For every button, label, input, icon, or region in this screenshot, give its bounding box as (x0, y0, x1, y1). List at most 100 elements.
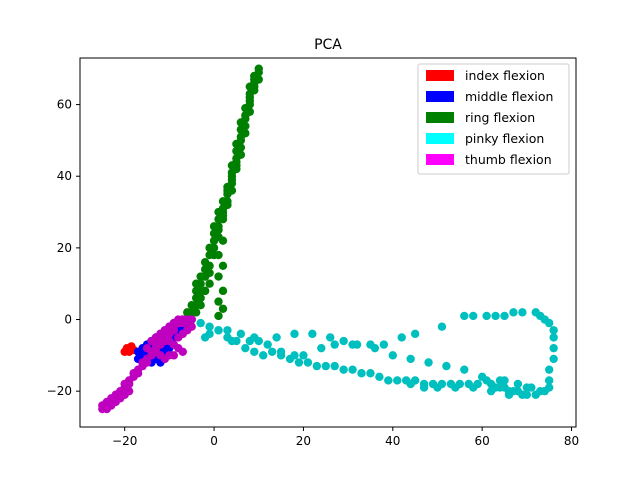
data-point (236, 329, 246, 339)
x-axis: −20 0 20 40 60 80 (112, 427, 579, 448)
data-point (294, 358, 304, 367)
data-point (339, 336, 348, 346)
data-point (245, 336, 254, 346)
data-point (254, 336, 263, 346)
x-tick-label: 60 (475, 434, 490, 448)
data-point (214, 326, 223, 335)
data-point (196, 293, 205, 303)
data-point (263, 340, 272, 349)
data-point (482, 311, 491, 321)
y-tick-label: 20 (57, 241, 72, 255)
data-point (522, 383, 532, 392)
legend-swatch (426, 112, 454, 123)
data-point (406, 354, 415, 364)
data-point (191, 279, 201, 288)
data-point (500, 376, 509, 385)
data-point (241, 129, 250, 138)
data-point (460, 365, 469, 374)
data-point (460, 311, 469, 321)
data-point (218, 304, 228, 313)
data-point (357, 369, 366, 378)
data-point (205, 322, 214, 331)
data-point (330, 361, 339, 371)
data-point (513, 379, 523, 389)
data-point (250, 347, 259, 356)
data-point (549, 343, 558, 353)
data-point (227, 179, 237, 188)
data-point (187, 322, 196, 331)
data-point (491, 311, 500, 321)
data-point (227, 172, 237, 181)
data-point (544, 365, 554, 374)
data-point (214, 297, 223, 306)
legend-label: ring flexion (465, 110, 535, 125)
data-point (477, 372, 487, 382)
y-tick-label: 0 (64, 313, 72, 327)
legend-item: pinky flexion (426, 131, 544, 146)
data-point (370, 343, 380, 353)
legend-label: pinky flexion (465, 131, 544, 146)
data-point (388, 351, 397, 360)
legend-item: middle flexion (426, 89, 553, 104)
data-point (469, 383, 478, 392)
x-tick-label: 0 (210, 434, 218, 448)
data-point (339, 365, 348, 374)
data-point (397, 333, 406, 342)
data-point (218, 236, 228, 245)
data-point (187, 308, 196, 317)
legend-box (417, 63, 570, 175)
data-point (169, 351, 179, 360)
data-point (254, 75, 263, 84)
data-point (196, 318, 205, 328)
x-tick-label: −20 (112, 434, 137, 448)
data-point (151, 340, 161, 349)
data-point (352, 340, 362, 349)
data-point (196, 286, 205, 296)
data-point (518, 308, 527, 317)
data-point (178, 347, 187, 356)
series-ring-flexion (178, 64, 263, 328)
legend-swatch (426, 91, 454, 102)
data-point (214, 222, 223, 231)
data-point (223, 200, 232, 210)
data-point (214, 250, 223, 260)
data-point (290, 329, 299, 339)
legend-label: thumb flexion (465, 152, 552, 167)
data-point (200, 333, 210, 342)
data-point (406, 379, 415, 389)
data-point (330, 340, 339, 349)
data-point (366, 369, 375, 378)
data-point (419, 383, 429, 392)
legend-label: middle flexion (465, 89, 553, 104)
data-point (299, 351, 308, 360)
data-point (549, 333, 558, 342)
y-axis: −20 0 20 40 60 (47, 98, 80, 398)
data-point (290, 351, 299, 360)
y-tick-label: 60 (57, 98, 72, 112)
data-point (259, 351, 268, 360)
data-point (433, 383, 442, 392)
legend-swatch (426, 154, 454, 165)
data-point (536, 386, 545, 396)
data-point (124, 386, 134, 396)
x-tick-label: 80 (564, 434, 579, 448)
legend-item: ring flexion (426, 110, 535, 125)
y-tick-label: 40 (57, 169, 72, 183)
series-thumb-flexion (98, 315, 196, 414)
data-point (236, 136, 246, 145)
data-point (303, 358, 313, 367)
data-point (504, 390, 514, 399)
data-point (544, 376, 554, 385)
data-point (321, 361, 330, 371)
data-point (393, 376, 402, 385)
legend-item: index flexion (426, 68, 545, 83)
data-point (522, 390, 532, 399)
x-tick-label: 40 (385, 434, 400, 448)
data-point (267, 347, 277, 356)
data-point (384, 376, 393, 385)
data-point (348, 365, 357, 374)
data-point (451, 383, 460, 392)
data-point (232, 164, 241, 174)
data-point (437, 322, 447, 331)
